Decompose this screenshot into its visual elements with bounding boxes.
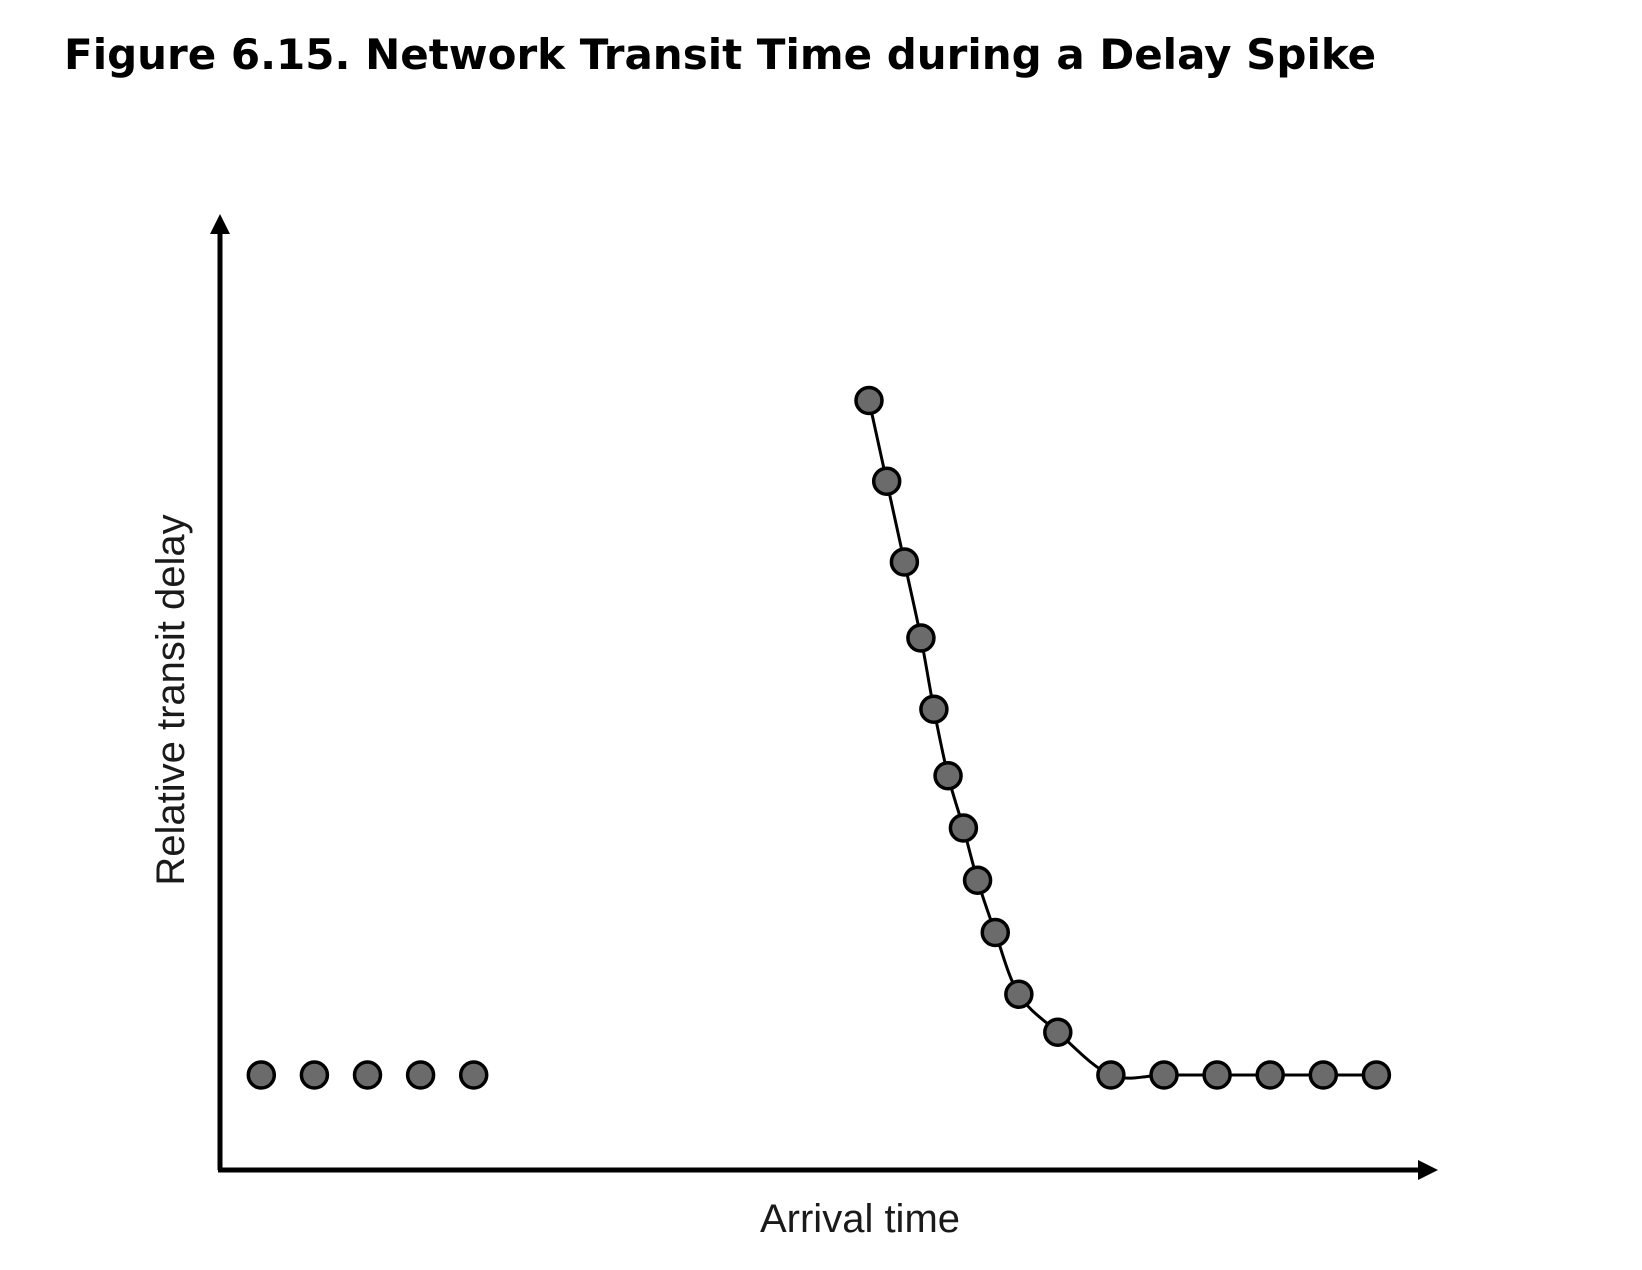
fitted-curve-line — [867, 400, 1377, 1080]
chart-marks — [246, 385, 1392, 1090]
data-point-s1-13 — [1202, 1060, 1232, 1090]
y-axis-label: Relative transit delay — [149, 514, 193, 885]
data-point-s1-1 — [871, 466, 902, 496]
data-point-s1-16 — [1361, 1060, 1392, 1090]
data-point-s0-3 — [405, 1060, 436, 1090]
data-point-s1-9 — [1004, 979, 1034, 1009]
data-point-s1-3 — [906, 623, 936, 653]
x-axis-label: Arrival time — [760, 1197, 960, 1241]
data-point-s0-0 — [246, 1060, 277, 1090]
data-point-s1-15 — [1308, 1060, 1339, 1090]
data-point-s0-2 — [352, 1060, 383, 1090]
data-point-s1-12 — [1149, 1060, 1179, 1090]
data-point-s1-5 — [933, 761, 963, 791]
data-point-s1-4 — [919, 694, 949, 724]
data-point-s1-14 — [1255, 1060, 1285, 1090]
data-point-s1-2 — [889, 547, 920, 577]
data-point-s1-6 — [948, 813, 979, 843]
data-point-s1-11 — [1096, 1060, 1126, 1090]
data-point-s1-0 — [854, 385, 884, 416]
data-point-s1-10 — [1043, 1017, 1073, 1047]
data-point-s0-1 — [299, 1060, 330, 1090]
figure-title: Figure 6.15. Network Transit Time during… — [64, 30, 1377, 79]
data-point-s1-8 — [980, 917, 1011, 948]
data-point-s1-7 — [962, 865, 993, 895]
data-point-s0-4 — [458, 1060, 489, 1090]
